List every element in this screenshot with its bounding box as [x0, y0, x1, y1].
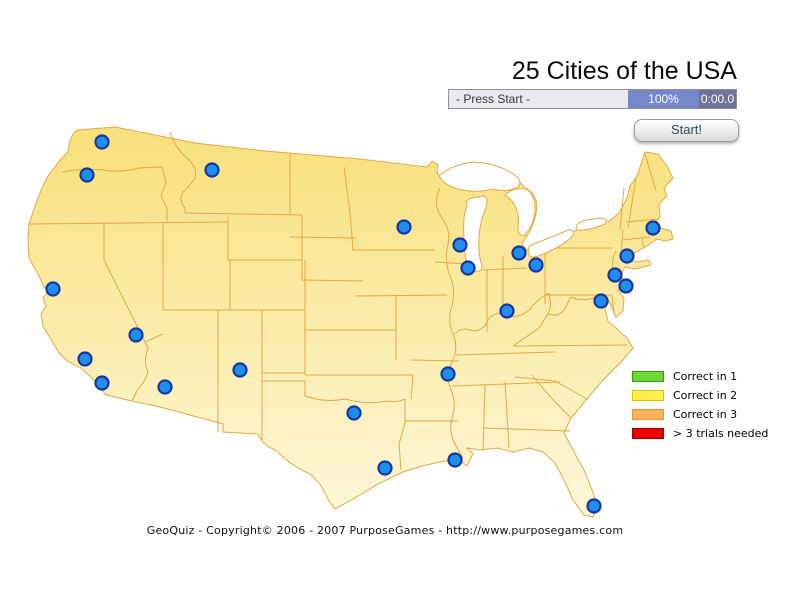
city-markers[interactable] [45, 134, 661, 514]
legend-row: Correct in 3 [632, 405, 768, 424]
legend-swatch [632, 390, 664, 401]
legend-swatch [632, 371, 664, 382]
city-marker[interactable] [45, 281, 61, 297]
city-marker[interactable] [528, 257, 544, 273]
legend-label: Correct in 3 [673, 408, 738, 421]
lake-huron [504, 187, 536, 236]
usa-map[interactable] [15, 118, 675, 528]
city-marker[interactable] [377, 460, 393, 476]
city-marker[interactable] [460, 260, 476, 276]
legend-label: Correct in 1 [673, 370, 738, 383]
legend-label: > 3 trials needed [673, 427, 769, 440]
legend-label: Correct in 2 [673, 389, 738, 402]
start-button[interactable]: Start! [634, 119, 739, 142]
lake-ontario [575, 217, 607, 231]
city-marker[interactable] [346, 405, 362, 421]
city-marker[interactable] [499, 303, 515, 319]
city-marker[interactable] [128, 327, 144, 343]
copyright-text: GeoQuiz - Copyright© 2006 - 2007 Purpose… [146, 524, 624, 537]
city-marker[interactable] [618, 278, 634, 294]
status-bar: - Press Start - 100% 0:00.0 [448, 89, 737, 109]
city-marker[interactable] [440, 366, 456, 382]
city-marker[interactable] [94, 375, 110, 391]
timer-display: 0:00.0 [699, 90, 736, 108]
city-marker[interactable] [79, 167, 95, 183]
lake-erie [527, 229, 575, 258]
page-title: 25 Cities of the USA [511, 57, 737, 85]
city-marker[interactable] [511, 245, 527, 261]
city-marker[interactable] [452, 237, 468, 253]
city-marker[interactable] [447, 452, 463, 468]
city-marker[interactable] [593, 293, 609, 309]
city-marker[interactable] [94, 134, 110, 150]
city-marker[interactable] [619, 248, 635, 264]
legend-swatch [632, 409, 664, 420]
legend-row: Correct in 1 [632, 367, 768, 386]
usa-map-svg[interactable] [15, 118, 675, 528]
city-marker[interactable] [645, 220, 661, 236]
legend: Correct in 1 Correct in 2 Correct in 3 > 3 … [632, 367, 768, 443]
status-message: - Press Start - [449, 90, 628, 108]
legend-swatch [632, 428, 664, 439]
progress-percent: 100% [628, 90, 699, 108]
lake-superior [438, 161, 521, 192]
city-marker[interactable] [396, 219, 412, 235]
great-lakes [438, 161, 607, 272]
lake-michigan [463, 195, 488, 272]
city-marker[interactable] [586, 498, 602, 514]
legend-row: > 3 trials needed [632, 424, 768, 443]
legend-row: Correct in 2 [632, 386, 768, 405]
city-marker[interactable] [77, 351, 93, 367]
city-marker[interactable] [204, 162, 220, 178]
us-land-outline[interactable] [27, 126, 674, 518]
city-marker[interactable] [157, 379, 173, 395]
city-marker[interactable] [232, 362, 248, 378]
city-marker[interactable] [607, 267, 623, 283]
state-borders [28, 131, 659, 471]
